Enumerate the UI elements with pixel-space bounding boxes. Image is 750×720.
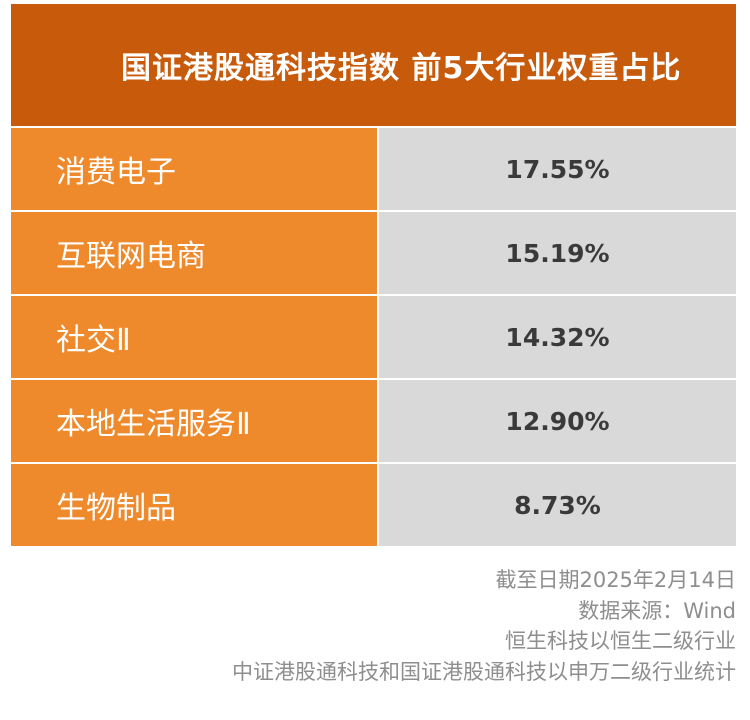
hsi-classification-note: 恒生科技以恒生二级行业 bbox=[505, 629, 736, 653]
date-note: 截至日期2025年2月14日 bbox=[495, 568, 736, 592]
table-row: 本地生活服务Ⅱ 12.90% bbox=[11, 380, 736, 462]
industry-label: 互联网电商 bbox=[11, 212, 377, 294]
industry-label: 本地生活服务Ⅱ bbox=[11, 380, 377, 462]
source-note: 数据来源：Wind bbox=[578, 598, 736, 623]
weight-value: 14.32% bbox=[379, 296, 736, 378]
table-row: 生物制品 8.73% bbox=[11, 464, 736, 546]
table-row: 互联网电商 15.19% bbox=[11, 212, 736, 294]
weight-value: 8.73% bbox=[379, 464, 736, 546]
industry-label: 生物制品 bbox=[11, 464, 377, 546]
weight-value: 12.90% bbox=[379, 380, 736, 462]
weight-value: 15.19% bbox=[379, 212, 736, 294]
industry-label: 消费电子 bbox=[11, 128, 377, 210]
table-row: 消费电子 17.55% bbox=[11, 128, 736, 210]
weight-value: 17.55% bbox=[379, 128, 736, 210]
table-title: 国证港股通科技指数 前5大行业权重占比 bbox=[11, 4, 736, 126]
industry-label: 社交Ⅱ bbox=[11, 296, 377, 378]
footnotes: 截至日期2025年2月14日 数据来源：Wind 恒生科技以恒生二级行业 中证港… bbox=[232, 565, 736, 687]
sw-classification-note: 中证港股通科技和国证港股通科技以申万二级行业统计 bbox=[232, 659, 736, 684]
weight-table: 国证港股通科技指数 前5大行业权重占比 消费电子 17.55% 互联网电商 15… bbox=[11, 4, 736, 546]
table-row: 社交Ⅱ 14.32% bbox=[11, 296, 736, 378]
